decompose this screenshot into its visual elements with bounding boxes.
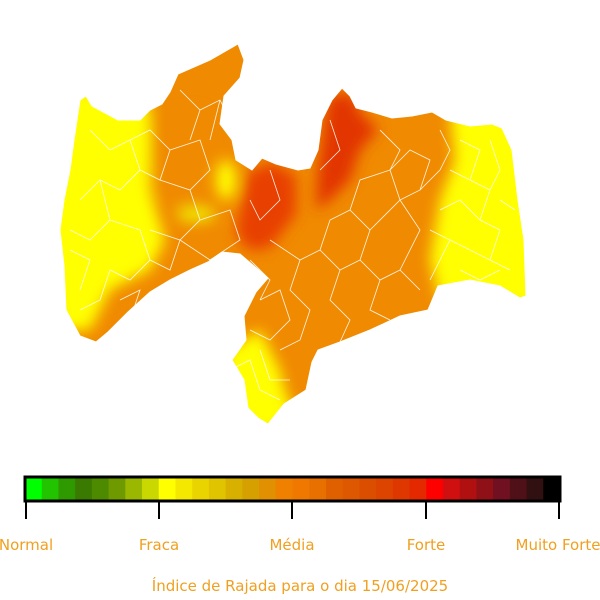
legend-label-forte: Forte	[406, 536, 446, 554]
legend-label-media: Média	[269, 536, 315, 554]
legend-swatch	[376, 477, 394, 501]
region-center-forte	[236, 162, 296, 250]
legend-swatch	[292, 477, 310, 501]
legend-swatch	[543, 477, 561, 501]
legend-swatch	[108, 477, 126, 501]
legend-swatch	[175, 477, 193, 501]
legend-swatch	[25, 477, 43, 501]
region-east-fraca	[430, 110, 526, 310]
legend-swatch	[309, 477, 327, 501]
region-north-forte	[316, 92, 378, 210]
state-map	[59, 43, 527, 425]
legend-label-normal: Normal	[0, 536, 54, 554]
legend-swatch	[259, 477, 277, 501]
legend-swatch	[158, 477, 176, 501]
legend-swatch	[58, 477, 76, 501]
map-fill	[60, 44, 526, 424]
legend-swatch	[509, 477, 528, 501]
legend-swatch	[392, 477, 411, 501]
legend-swatch	[275, 477, 293, 501]
legend-swatch	[208, 477, 227, 501]
legend-swatch	[442, 477, 461, 501]
legend-swatch	[242, 477, 260, 501]
legend-swatch	[125, 477, 143, 501]
legend-swatch	[409, 477, 427, 501]
legend-swatch	[192, 477, 210, 501]
legend-ticks	[25, 501, 560, 519]
legend-swatch	[75, 477, 93, 501]
legend-swatch	[342, 477, 360, 501]
legend-swatches	[25, 477, 561, 501]
municipality-boundaries	[69, 89, 516, 401]
legend-label-fraca: Fraca	[138, 536, 180, 554]
legend-label-muito-forte: Muito Forte	[515, 536, 600, 554]
legend-swatch	[325, 477, 344, 501]
legend-swatch	[526, 477, 544, 501]
map-caption: Índice de Rajada para o dia 15/06/2025	[151, 577, 449, 595]
region-center-fraca-1	[216, 160, 236, 200]
legend-swatch	[459, 477, 477, 501]
legend-swatch	[493, 477, 511, 501]
legend-swatch	[91, 477, 110, 501]
legend-swatch	[142, 477, 160, 501]
region-west-media	[150, 110, 210, 200]
legend-color-bar	[23, 475, 562, 519]
legend-swatch	[225, 477, 243, 501]
legend-swatch	[476, 477, 494, 501]
legend-swatch	[426, 477, 444, 501]
legend-swatch	[41, 477, 59, 501]
legend-swatch	[359, 477, 377, 501]
